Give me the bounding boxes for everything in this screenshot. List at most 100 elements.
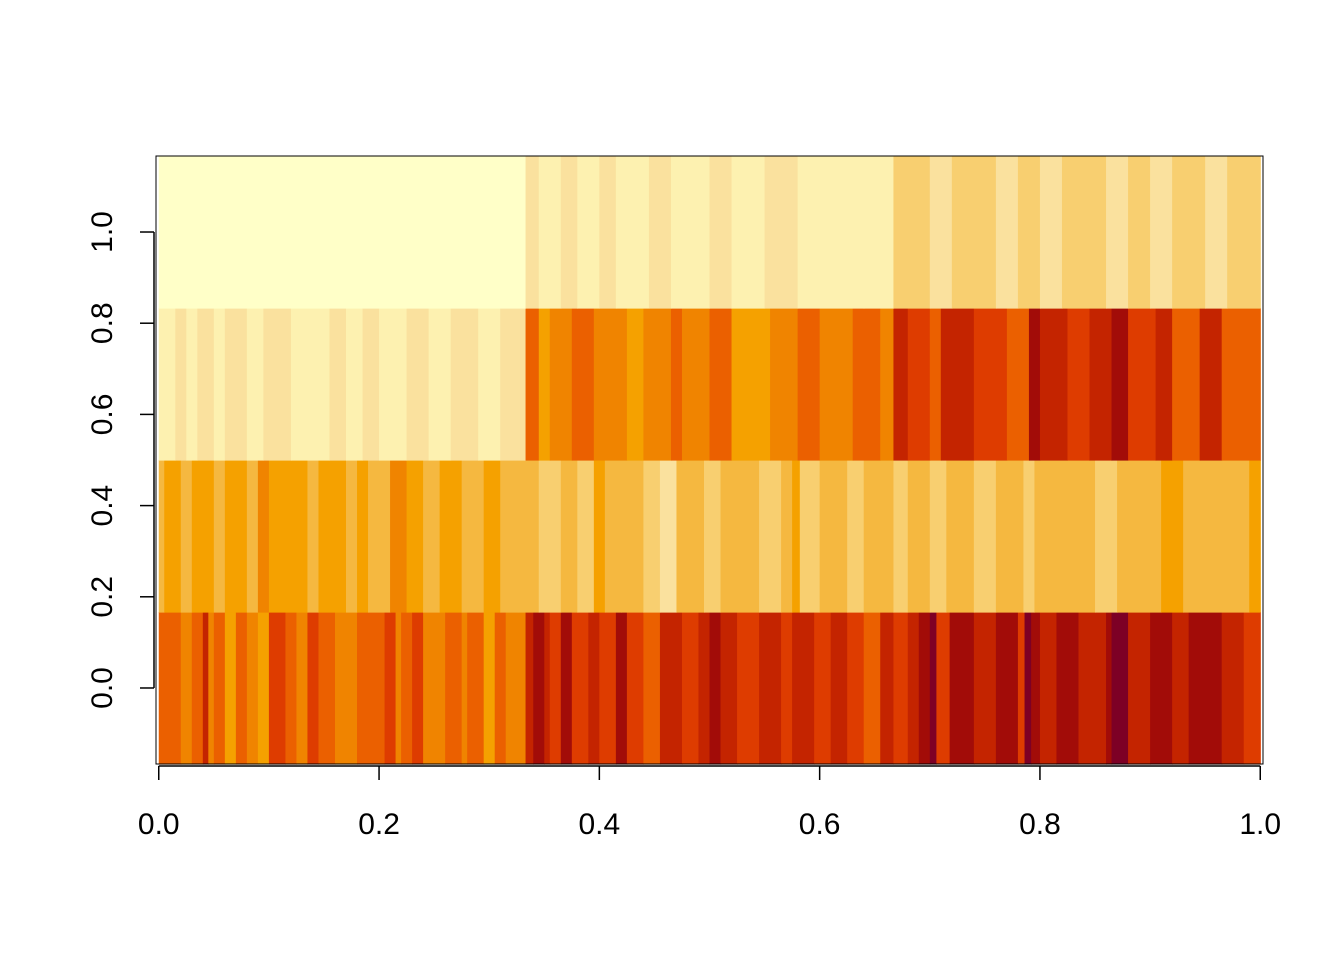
heatmap-cell-row0-seg3 [202, 611, 209, 765]
heatmap-cell-row3-seg25 [1205, 156, 1228, 309]
heatmap-cell-row1-seg38 [847, 460, 865, 613]
heatmap-cell-row2-seg41 [1039, 307, 1069, 461]
heatmap-cell-row2-seg34 [893, 307, 909, 461]
heatmap-cell-row0-seg56 [929, 611, 938, 765]
heatmap-cell-row0-seg47 [792, 611, 815, 765]
heatmap-cell-row3-seg15 [929, 156, 953, 309]
heatmap-cell-row0-seg58 [949, 611, 975, 765]
heatmap-cell-row1-seg24 [577, 460, 595, 613]
heatmap-cell-row2-seg36 [929, 307, 942, 461]
heatmap-cell-row0-seg30 [544, 611, 551, 765]
heatmap-cell-row0-seg48 [814, 611, 832, 765]
heatmap-cell-row3-seg16 [951, 156, 997, 309]
heatmap-cell-row1-seg7 [257, 460, 270, 613]
heatmap-cell-row2-seg0 [158, 307, 176, 461]
x-tick-label: 0.8 [1019, 808, 1061, 841]
heatmap-cell-row1-seg2 [180, 460, 193, 613]
heatmap-cell-row0-seg34 [588, 611, 600, 765]
heatmap-cell-row3-seg5 [599, 156, 617, 309]
heatmap-cell-row0-seg0 [158, 611, 182, 765]
heatmap-cell-row3-seg3 [560, 156, 578, 309]
heatmap-cell-row0-seg32 [560, 611, 573, 765]
y-tick-label: 0.4 [86, 485, 119, 527]
heatmap-cell-row2-seg35 [907, 307, 931, 461]
heatmap-cell-row0-seg15 [334, 611, 358, 765]
heatmap-cell-row1-seg21 [517, 460, 540, 613]
heatmap-cell-row0-seg71 [1172, 611, 1190, 765]
heatmap-cell-row0-seg1 [180, 611, 193, 765]
heatmap-cell-row3-seg22 [1128, 156, 1151, 309]
x-tick-label: 0.0 [138, 808, 180, 841]
heatmap-cell-row2-seg28 [731, 307, 771, 461]
heatmap-cell-row0-seg62 [1024, 611, 1032, 765]
heatmap-cell-row2-seg16 [478, 307, 501, 461]
heatmap-cell-row1-seg40 [893, 460, 909, 613]
heatmap-cell-row0-seg74 [1243, 611, 1261, 765]
heatmap-cell-row0-seg50 [847, 611, 865, 765]
heatmap-cell-row2-seg17 [500, 307, 527, 461]
heatmap-cell-row3-seg6 [615, 156, 650, 309]
heatmap-cell-row2-seg5 [224, 307, 248, 461]
heatmap-cell-row1-seg37 [819, 460, 848, 613]
heatmap-cell-row1-seg8 [268, 460, 309, 613]
heatmap-cell-row1-seg6 [246, 460, 259, 613]
heatmap-cell-row1-seg11 [346, 460, 358, 613]
heatmap-cell-row1-seg43 [946, 460, 975, 613]
heatmap-cell-row3-seg23 [1150, 156, 1173, 309]
heatmap-cell-row1-seg26 [604, 460, 622, 613]
heatmap-cell-row2-seg46 [1155, 307, 1173, 461]
heatmap-cell-row0-seg23 [461, 611, 468, 765]
heatmap-cell-row0-seg46 [781, 611, 793, 765]
heatmap-cell-row2-seg19 [538, 307, 551, 461]
heatmap-cell-row1-seg42 [929, 460, 947, 613]
heatmap-cell-row0-seg13 [307, 611, 320, 765]
heatmap-cell-row1-seg5 [224, 460, 248, 613]
x-axis: 0.0 0.2 0.4 0.6 0.8 1.0 [138, 765, 1281, 841]
heatmap-cell-row0-seg33 [571, 611, 589, 765]
heatmap-cell-row0-seg67 [1106, 611, 1113, 765]
heatmap-cell-row1-seg34 [781, 460, 793, 613]
heatmap-cell-row0-seg6 [224, 611, 237, 765]
heatmap-cell-row3-seg12 [797, 156, 865, 309]
heatmap-cell-row2-seg44 [1111, 307, 1129, 461]
heatmap-cell-row1-seg20 [500, 460, 519, 613]
heatmap-cell-row0-seg53 [893, 611, 909, 765]
heatmap-cell-row0-seg72 [1188, 611, 1223, 765]
heatmap-cell-row0-seg19 [401, 611, 413, 765]
heatmap-cell-row3-seg10 [731, 156, 766, 309]
heatmap-cell-row2-seg15 [450, 307, 479, 461]
heatmap-cell-row3-seg13 [863, 156, 895, 309]
heatmap-cell-row2-seg4 [213, 307, 226, 461]
heatmap-cell-row0-seg70 [1150, 611, 1173, 765]
y-tick-label: 0.8 [86, 302, 119, 344]
heatmap-cell-row0-seg37 [626, 611, 645, 765]
heatmap-cell-row0-seg43 [720, 611, 738, 765]
x-tick-label: 1.0 [1239, 808, 1281, 841]
heatmap-cell-row0-seg68 [1111, 611, 1129, 765]
heatmap-cell-row3-seg1 [525, 156, 540, 309]
heatmap-cell-row0-seg21 [423, 611, 446, 765]
heatmap-cell-row3-seg26 [1227, 156, 1261, 309]
y-axis: 0.0 0.2 0.4 0.6 0.8 1.0 [86, 211, 155, 709]
heatmap-cell-row0-seg44 [737, 611, 760, 765]
heatmap-cell-row1-seg12 [357, 460, 369, 613]
heatmap-cell-row3-seg18 [1017, 156, 1041, 309]
heatmap-cell-row1-seg28 [643, 460, 661, 613]
heatmap-cell-row0-seg26 [494, 611, 507, 765]
heatmap-cell-row0-seg60 [995, 611, 1019, 765]
heatmap-cell-row1-seg31 [703, 460, 722, 613]
heatmap-cell-row3-seg9 [709, 156, 733, 309]
heatmap-cell-row2-seg1 [175, 307, 187, 461]
heatmap-cell-row0-seg24 [467, 611, 485, 765]
heatmap-cell-row2-seg48 [1199, 307, 1223, 461]
heatmap-cell-row0-seg16 [357, 611, 386, 765]
heatmap-cell-row1-seg35 [792, 460, 801, 613]
heatmap-cell-row2-seg9 [329, 307, 347, 461]
heatmap-cell-row3-seg11 [764, 156, 799, 309]
heatmap-cell-row3-seg21 [1106, 156, 1129, 309]
heatmap-cell-row0-seg14 [318, 611, 336, 765]
heatmap-cell-row1-seg16 [423, 460, 441, 613]
heatmap-cell-row0-seg39 [659, 611, 683, 765]
heatmap-cell-row1-seg17 [439, 460, 463, 613]
